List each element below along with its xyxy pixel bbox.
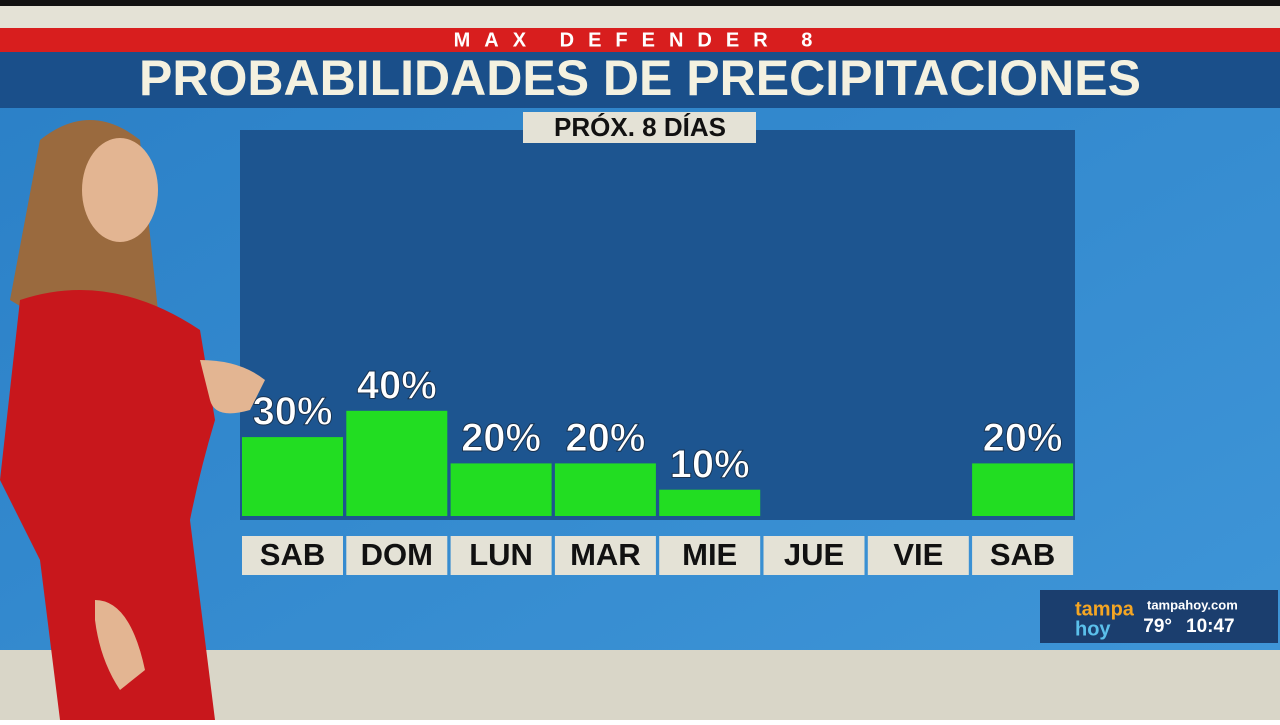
- time: 10:47: [1186, 616, 1235, 637]
- value-label: 40%: [357, 363, 437, 407]
- x-tick-label: MAR: [570, 537, 641, 572]
- category-box: [242, 536, 343, 575]
- category-box: [867, 536, 969, 575]
- x-tick-label: SAB: [260, 537, 325, 572]
- x-tick-label: LUN: [469, 537, 533, 572]
- presenter: [0, 120, 265, 720]
- light-strip: [0, 6, 1280, 28]
- value-label: 20%: [461, 416, 541, 460]
- logo-top: tampa: [1075, 598, 1135, 620]
- brand-bar: [0, 28, 1280, 52]
- value-label: 30%: [252, 390, 332, 434]
- x-tick-label: DOM: [361, 537, 433, 572]
- logo-bottom: hoy: [1075, 618, 1111, 640]
- temperature: 79°: [1143, 616, 1172, 637]
- subtitle-box: [523, 112, 756, 143]
- bar: [972, 463, 1074, 516]
- x-tick-label: VIE: [893, 537, 943, 572]
- category-box: [346, 536, 448, 575]
- logo-box: [1040, 590, 1278, 643]
- chart-title: PROBABILIDADES DE PRECIPITACIONES: [139, 50, 1141, 106]
- value-label: 20%: [983, 416, 1063, 460]
- value-label: 10%: [670, 442, 750, 486]
- brand: MAX DEFENDER 8: [454, 29, 827, 51]
- x-tick-label: MIE: [682, 537, 737, 572]
- bar: [554, 463, 656, 516]
- bar: [346, 410, 448, 516]
- site: tampahoy.com: [1147, 597, 1238, 612]
- category-box: [763, 536, 865, 575]
- category-box: [659, 536, 761, 575]
- chart-subtitle: PRÓX. 8 DÍAS: [554, 112, 726, 142]
- bar: [659, 489, 761, 516]
- plot: SAB 30% DOM 40% LUN 20% MAR 20% MIE 10% JUE VIE SAB 2…: [242, 363, 1074, 575]
- bar: [242, 437, 343, 516]
- bar: [450, 463, 552, 516]
- x-tick-label: SAB: [990, 537, 1055, 572]
- category-box: [972, 536, 1074, 575]
- top-strip: [0, 0, 1280, 6]
- x-tick-label: JUE: [784, 537, 844, 572]
- value-label: 20%: [565, 416, 645, 460]
- category-box: [450, 536, 552, 575]
- title-band: [0, 52, 1280, 108]
- category-box: [554, 536, 656, 575]
